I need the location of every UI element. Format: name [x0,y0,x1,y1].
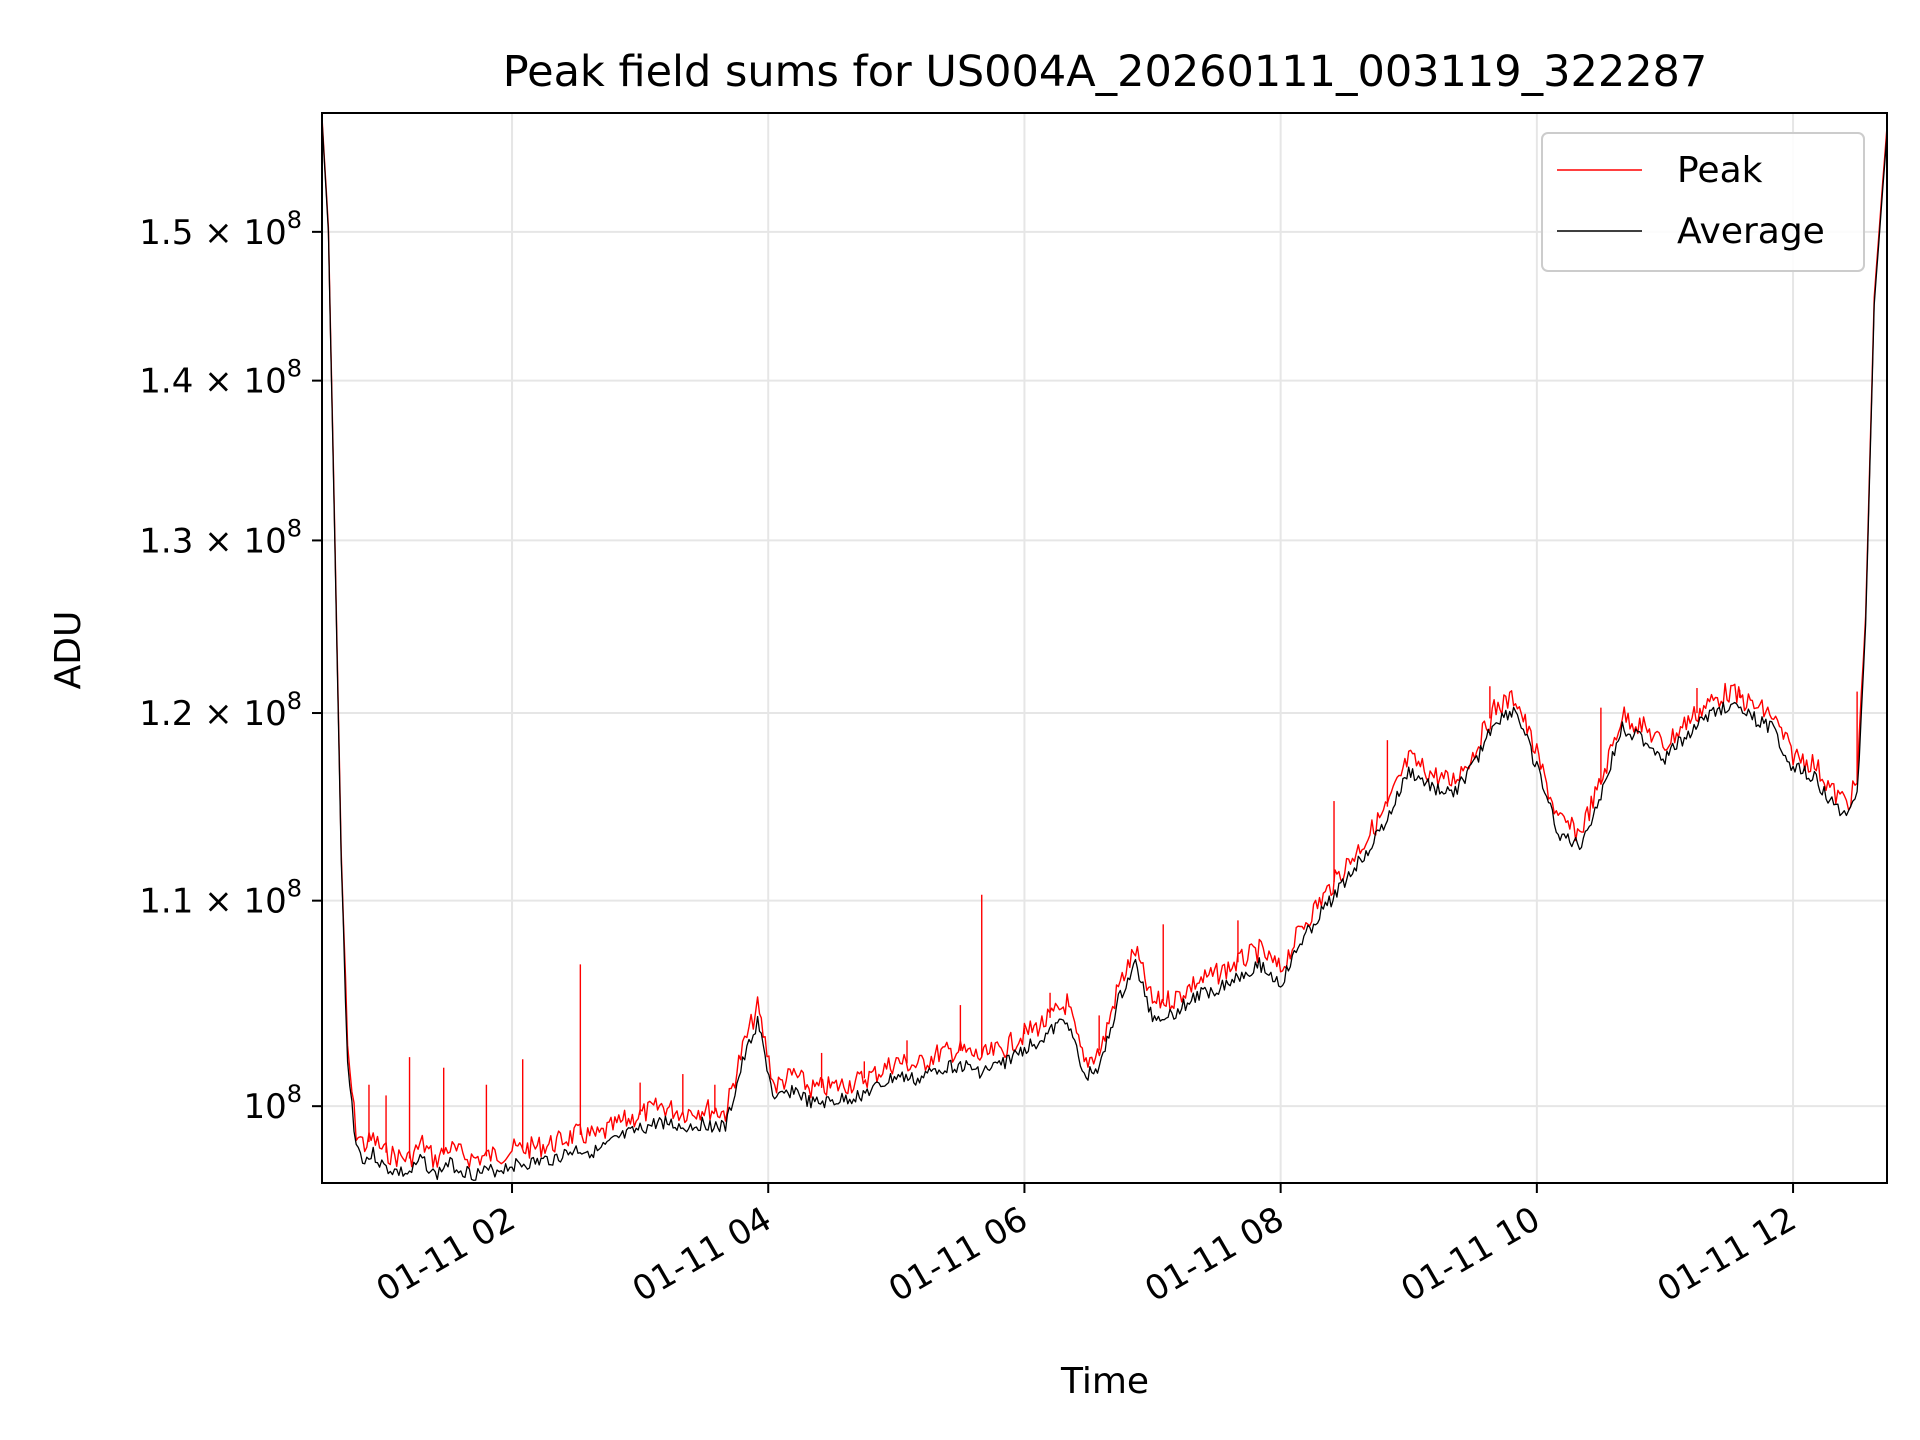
legend: Peak Average [1541,132,1865,272]
legend-label-average: Average [1677,211,1825,252]
y-axis-label: ADU [48,611,89,690]
y-tick-label: 1.5 × 108 [139,206,302,253]
series-group [322,117,1887,1181]
x-axis-label: Time [1060,1361,1149,1402]
chart-title: Peak field sums for US004A_20260111_0031… [503,47,1708,97]
y-tick-label: 1.1 × 108 [139,875,302,922]
plot-frame [321,112,1888,1184]
series-line-average [322,119,1887,1181]
series-line-peak [322,117,1887,1168]
legend-box [1541,132,1865,272]
y-tick-label: 1.3 × 108 [139,514,302,561]
legend-label-peak: Peak [1677,150,1763,191]
y-tick-label: 1.4 × 108 [139,355,302,402]
y-axis: 108 1.1 × 108 1.2 × 108 1.3 × 108 1.4 × 108 1… [139,206,322,1127]
gridlines [322,113,1887,1183]
series-layer [322,117,1887,1181]
y-tick-label: 108 [243,1080,302,1127]
y-tick-label: 1.2 × 108 [139,687,302,734]
